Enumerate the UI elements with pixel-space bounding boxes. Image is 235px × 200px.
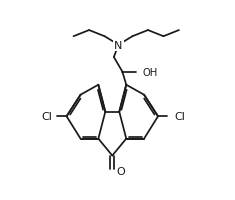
- Text: N: N: [114, 40, 123, 50]
- Text: Cl: Cl: [41, 112, 52, 122]
- Text: OH: OH: [142, 67, 158, 77]
- Text: Cl: Cl: [174, 112, 185, 122]
- Text: O: O: [116, 166, 125, 176]
